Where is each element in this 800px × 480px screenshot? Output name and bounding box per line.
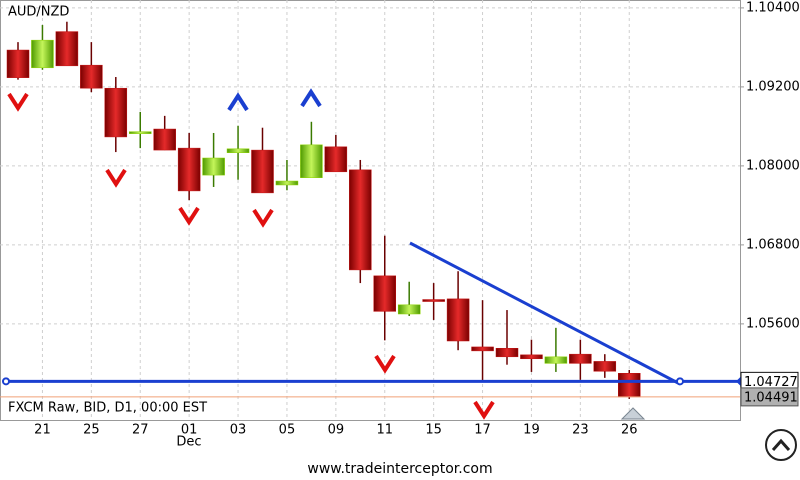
candle-body: [275, 180, 299, 186]
candle-body: [544, 356, 568, 364]
chart-title: AUD/NZD: [8, 5, 69, 20]
y-tick-label: 1.08000: [746, 158, 800, 173]
x-tick-label: 21: [34, 423, 51, 438]
y-tick-label: 1.09200: [746, 79, 800, 94]
x-tick-label: 26: [621, 423, 638, 438]
scroll-button-circle[interactable]: [765, 429, 797, 461]
sell-arrow: [473, 400, 495, 420]
candle-body: [6, 49, 30, 78]
candle-body: [373, 275, 396, 312]
candle-body: [177, 147, 201, 192]
candle-body: [349, 169, 372, 271]
candle-body: [226, 148, 250, 153]
candle-body: [153, 128, 176, 151]
candle-body: [422, 299, 445, 302]
chart-subtitle: FXCM Raw, BID, D1, 00:00 EST: [8, 401, 207, 416]
footer: www.tradeinterceptor.com: [307, 461, 492, 477]
x-tick-label: 03: [230, 423, 247, 438]
candle-body: [471, 346, 494, 352]
x-tick-label: 17: [474, 423, 491, 438]
sell-arrow: [7, 92, 29, 112]
sell-arrow: [252, 208, 274, 228]
x-tick-label: 05: [279, 423, 296, 438]
candle-body: [80, 64, 103, 89]
x-tick-label: 25: [83, 423, 100, 438]
x-tick-label: 23: [572, 423, 589, 438]
x-tick-label: 01: [181, 423, 198, 438]
candle-body: [300, 144, 323, 178]
current-marker: [620, 407, 646, 420]
scroll-button-icon[interactable]: [771, 438, 791, 451]
buy-arrow: [300, 88, 322, 108]
candle-body: [129, 131, 152, 134]
price-line-end: [2, 377, 10, 386]
buy-arrow: [227, 92, 249, 112]
candle-body: [593, 361, 617, 372]
candle-body: [251, 149, 274, 194]
candle-body: [31, 39, 54, 69]
candle-body: [104, 87, 128, 138]
candle-body: [324, 146, 348, 173]
candle-body: [495, 347, 519, 358]
x-tick-label: 09: [328, 423, 345, 438]
candle-body: [520, 354, 543, 360]
sell-arrow: [374, 354, 396, 374]
candle-body: [569, 353, 592, 364]
price-line-end: [676, 377, 684, 386]
candle-body: [202, 157, 225, 176]
candle-body: [446, 298, 470, 342]
sell-arrow: [178, 206, 200, 226]
price-label: 1.04727: [744, 375, 798, 390]
y-tick-label: 1.06800: [746, 237, 800, 252]
y-tick-label: 1.05600: [746, 316, 800, 331]
x-tick-label: 11: [376, 423, 393, 438]
sell-arrow: [105, 168, 127, 188]
signals: [7, 88, 495, 420]
candle-body: [55, 31, 79, 67]
price-label: 1.04491: [744, 390, 798, 405]
x-tick-label: 19: [523, 423, 540, 438]
candle-body: [397, 304, 421, 315]
x-tick-label: 15: [425, 423, 442, 438]
scroll-button[interactable]: [765, 429, 797, 461]
trend-line: [409, 241, 681, 386]
candle-body: [618, 373, 641, 398]
y-tick-label: 1.10400: [746, 0, 800, 15]
month-label: Dec: [176, 435, 201, 450]
price-label-box: [740, 387, 799, 407]
x-tick-label: 27: [132, 423, 149, 438]
